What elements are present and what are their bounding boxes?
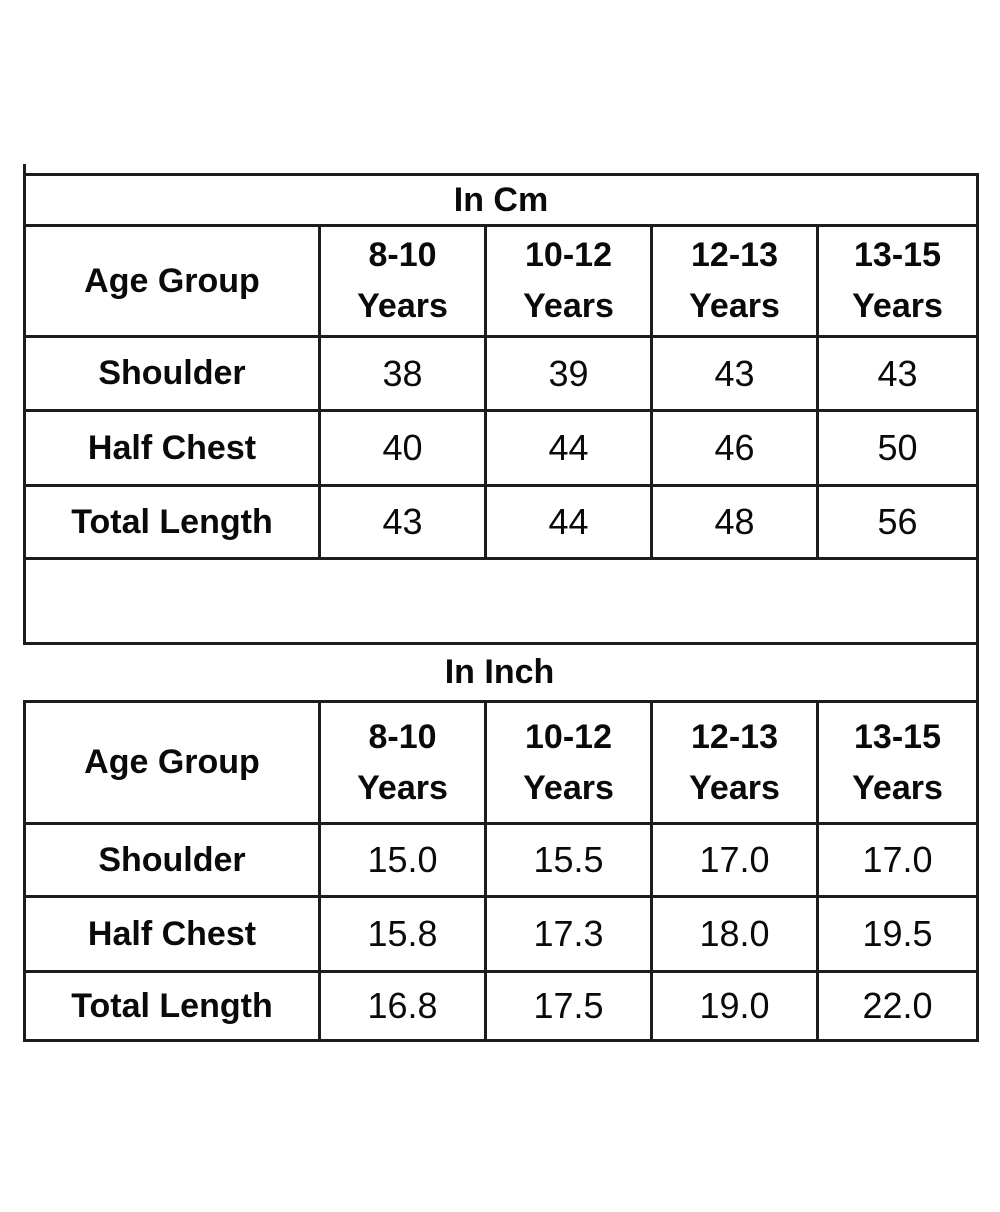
value-cell: 43 (653, 338, 819, 412)
value-cell: 39 (487, 338, 653, 412)
border-stub-artifact (23, 164, 26, 176)
value-cell: 44 (487, 487, 653, 560)
row-label-shoulder: Shoulder (26, 338, 321, 412)
col-header-12-13-years: 12-13 Years (653, 703, 819, 825)
col-header-8-10-years: 8-10 Years (321, 227, 487, 338)
value-cell: 17.0 (819, 825, 976, 898)
value-cell: 16.8 (321, 973, 487, 1039)
value-cell: 40 (321, 412, 487, 487)
value-cell: 48 (653, 487, 819, 560)
row-label-half-chest: Half Chest (26, 412, 321, 487)
col-header-8-10-years: 8-10 Years (321, 703, 487, 825)
row-label-half-chest: Half Chest (26, 898, 321, 973)
value-cell: 56 (819, 487, 976, 560)
value-cell: 19.0 (653, 973, 819, 1039)
col-header-10-12-years: 10-12 Years (487, 703, 653, 825)
row-label-total-length: Total Length (26, 487, 321, 560)
size-table-inch: Age Group 8-10 Years 10-12 Years 12-13 Y… (23, 700, 979, 1042)
col-header-10-12-years: 10-12 Years (487, 227, 653, 338)
value-cell: 43 (321, 487, 487, 560)
value-cell: 15.8 (321, 898, 487, 973)
value-cell: 19.5 (819, 898, 976, 973)
value-cell: 43 (819, 338, 976, 412)
row-label-shoulder: Shoulder (26, 825, 321, 898)
value-cell: 17.3 (487, 898, 653, 973)
value-cell: 38 (321, 338, 487, 412)
value-cell: 44 (487, 412, 653, 487)
value-cell: 15.0 (321, 825, 487, 898)
col-header-12-13-years: 12-13 Years (653, 227, 819, 338)
col-header-13-15-years: 13-15 Years (819, 227, 976, 338)
row-label-total-length: Total Length (26, 973, 321, 1039)
age-group-header: Age Group (26, 227, 321, 338)
value-cell: 22.0 (862, 985, 933, 1026)
cm-table-title: In Cm (26, 176, 976, 227)
value-cell: 18.0 (653, 898, 819, 973)
empty-spacer-row (26, 560, 976, 642)
value-cell: 17.0 (653, 825, 819, 898)
col-header-13-15-years: 13-15 Years (819, 703, 976, 825)
size-table-cm: In Cm Age Group 8-10 Years 10-12 Years 1… (23, 173, 979, 645)
value-cell: 15.5 (487, 825, 653, 898)
value-cell: 17.5 (487, 973, 653, 1039)
age-group-header: Age Group (26, 703, 321, 825)
value-cell: 50 (819, 412, 976, 487)
value-cell: 46 (653, 412, 819, 487)
inch-table-title: In Inch (23, 645, 979, 700)
